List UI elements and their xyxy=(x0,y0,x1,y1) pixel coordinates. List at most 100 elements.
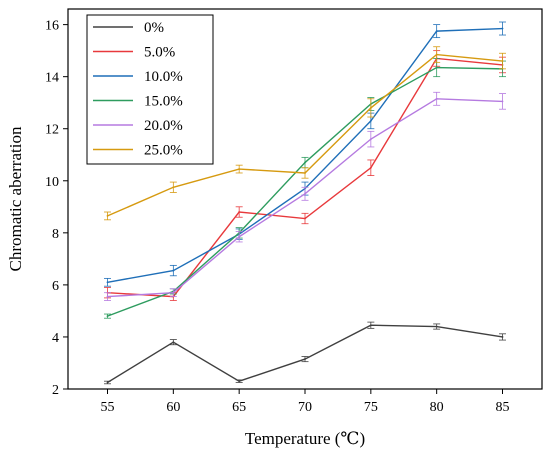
error-bar xyxy=(499,21,506,36)
data-point xyxy=(238,168,241,170)
series-5 xyxy=(104,46,506,221)
y-tick-label: 16 xyxy=(45,19,59,34)
error-bar xyxy=(433,24,441,39)
error-bar xyxy=(235,231,243,243)
data-point xyxy=(106,315,109,318)
data-point xyxy=(304,172,306,174)
legend-label: 20.0% xyxy=(144,118,183,134)
legend-item: 5.0% xyxy=(93,45,175,61)
error-bar xyxy=(235,164,243,174)
error-bar xyxy=(235,206,243,218)
error-bar xyxy=(367,321,375,329)
data-point xyxy=(172,269,175,272)
legend-item: 15.0% xyxy=(93,94,183,110)
data-point xyxy=(172,341,175,344)
y-tick-label: 14 xyxy=(45,71,59,86)
data-point xyxy=(435,30,438,33)
x-tick-label: 80 xyxy=(430,400,444,415)
error-bar xyxy=(104,277,111,287)
data-point xyxy=(435,325,438,328)
x-tick-label: 65 xyxy=(232,400,246,415)
data-point xyxy=(435,97,438,100)
error-bar xyxy=(235,379,243,383)
y-tick-label: 6 xyxy=(52,279,59,294)
data-point xyxy=(501,336,504,338)
error-bar xyxy=(367,130,375,148)
data-point xyxy=(304,192,306,195)
data-point xyxy=(172,291,175,294)
legend-label: 0% xyxy=(144,20,164,36)
legend-label: 25.0% xyxy=(144,143,183,159)
data-point xyxy=(501,27,504,30)
legend-item: 20.0% xyxy=(93,118,183,134)
error-bar xyxy=(367,159,375,176)
y-tick-label: 4 xyxy=(52,331,59,346)
error-bar xyxy=(104,211,111,221)
data-point xyxy=(304,161,306,164)
error-bar xyxy=(301,167,309,179)
x-tick-label: 60 xyxy=(166,400,180,415)
error-bar xyxy=(499,52,506,70)
legend-label: 10.0% xyxy=(144,69,183,85)
error-bar xyxy=(367,98,375,118)
data-point xyxy=(106,215,109,217)
legend-item: 10.0% xyxy=(93,69,183,85)
axis-layer: 55 60 65 70 75 80 85 2 4 6 8 10 12 14 16 xyxy=(45,19,510,415)
data-point xyxy=(369,324,372,327)
error-bar xyxy=(499,333,506,341)
data-point xyxy=(172,186,175,189)
error-bar xyxy=(169,339,177,346)
data-point xyxy=(106,381,109,384)
data-point xyxy=(238,380,241,383)
x-axis-label: Temperature (℃) xyxy=(245,429,365,448)
y-tick-label: 10 xyxy=(45,175,59,190)
data-point xyxy=(238,211,241,213)
data-point xyxy=(369,166,372,169)
error-bar xyxy=(104,292,111,301)
legend-item: 25.0% xyxy=(93,143,183,159)
data-point xyxy=(106,295,109,298)
error-bar xyxy=(301,212,309,225)
y-axis-label: Chromatic aberration xyxy=(6,126,25,271)
y-tick-label: 12 xyxy=(45,123,59,138)
data-point xyxy=(238,235,241,238)
data-point xyxy=(304,358,306,360)
legend-label: 5.0% xyxy=(144,45,175,61)
legend-item: 0% xyxy=(93,20,164,36)
error-bar xyxy=(433,46,441,63)
x-tick-label: 85 xyxy=(496,400,510,415)
error-bar xyxy=(301,356,309,363)
series-layer xyxy=(104,21,506,385)
data-point xyxy=(369,120,372,122)
error-bar xyxy=(104,313,111,319)
data-point xyxy=(435,53,438,56)
x-tick-label: 55 xyxy=(101,400,115,415)
data-point xyxy=(501,100,504,103)
y-tick-label: 8 xyxy=(52,227,59,242)
legend-box xyxy=(86,14,214,165)
data-point xyxy=(106,281,109,284)
error-bar xyxy=(104,380,111,385)
error-bar xyxy=(499,93,506,110)
data-point xyxy=(369,107,372,109)
legend-label: 15.0% xyxy=(144,94,183,110)
error-bar xyxy=(301,156,309,169)
data-point xyxy=(435,66,438,69)
x-tick-label: 75 xyxy=(364,400,378,415)
error-bar xyxy=(169,288,177,298)
error-bar xyxy=(433,323,441,330)
y-tick-label: 2 xyxy=(52,383,59,398)
x-tick-label: 70 xyxy=(298,400,312,415)
error-bar xyxy=(433,91,441,106)
error-bar xyxy=(301,186,309,201)
series-4 xyxy=(104,91,506,301)
legend: 0% 5.0% 10.0% 15.0% 20.0% 25.0% xyxy=(86,14,214,165)
error-bar xyxy=(169,264,177,277)
data-point xyxy=(369,138,372,141)
data-point xyxy=(304,217,306,220)
data-point xyxy=(501,60,504,62)
series-line xyxy=(107,324,503,384)
error-bar xyxy=(169,181,177,193)
